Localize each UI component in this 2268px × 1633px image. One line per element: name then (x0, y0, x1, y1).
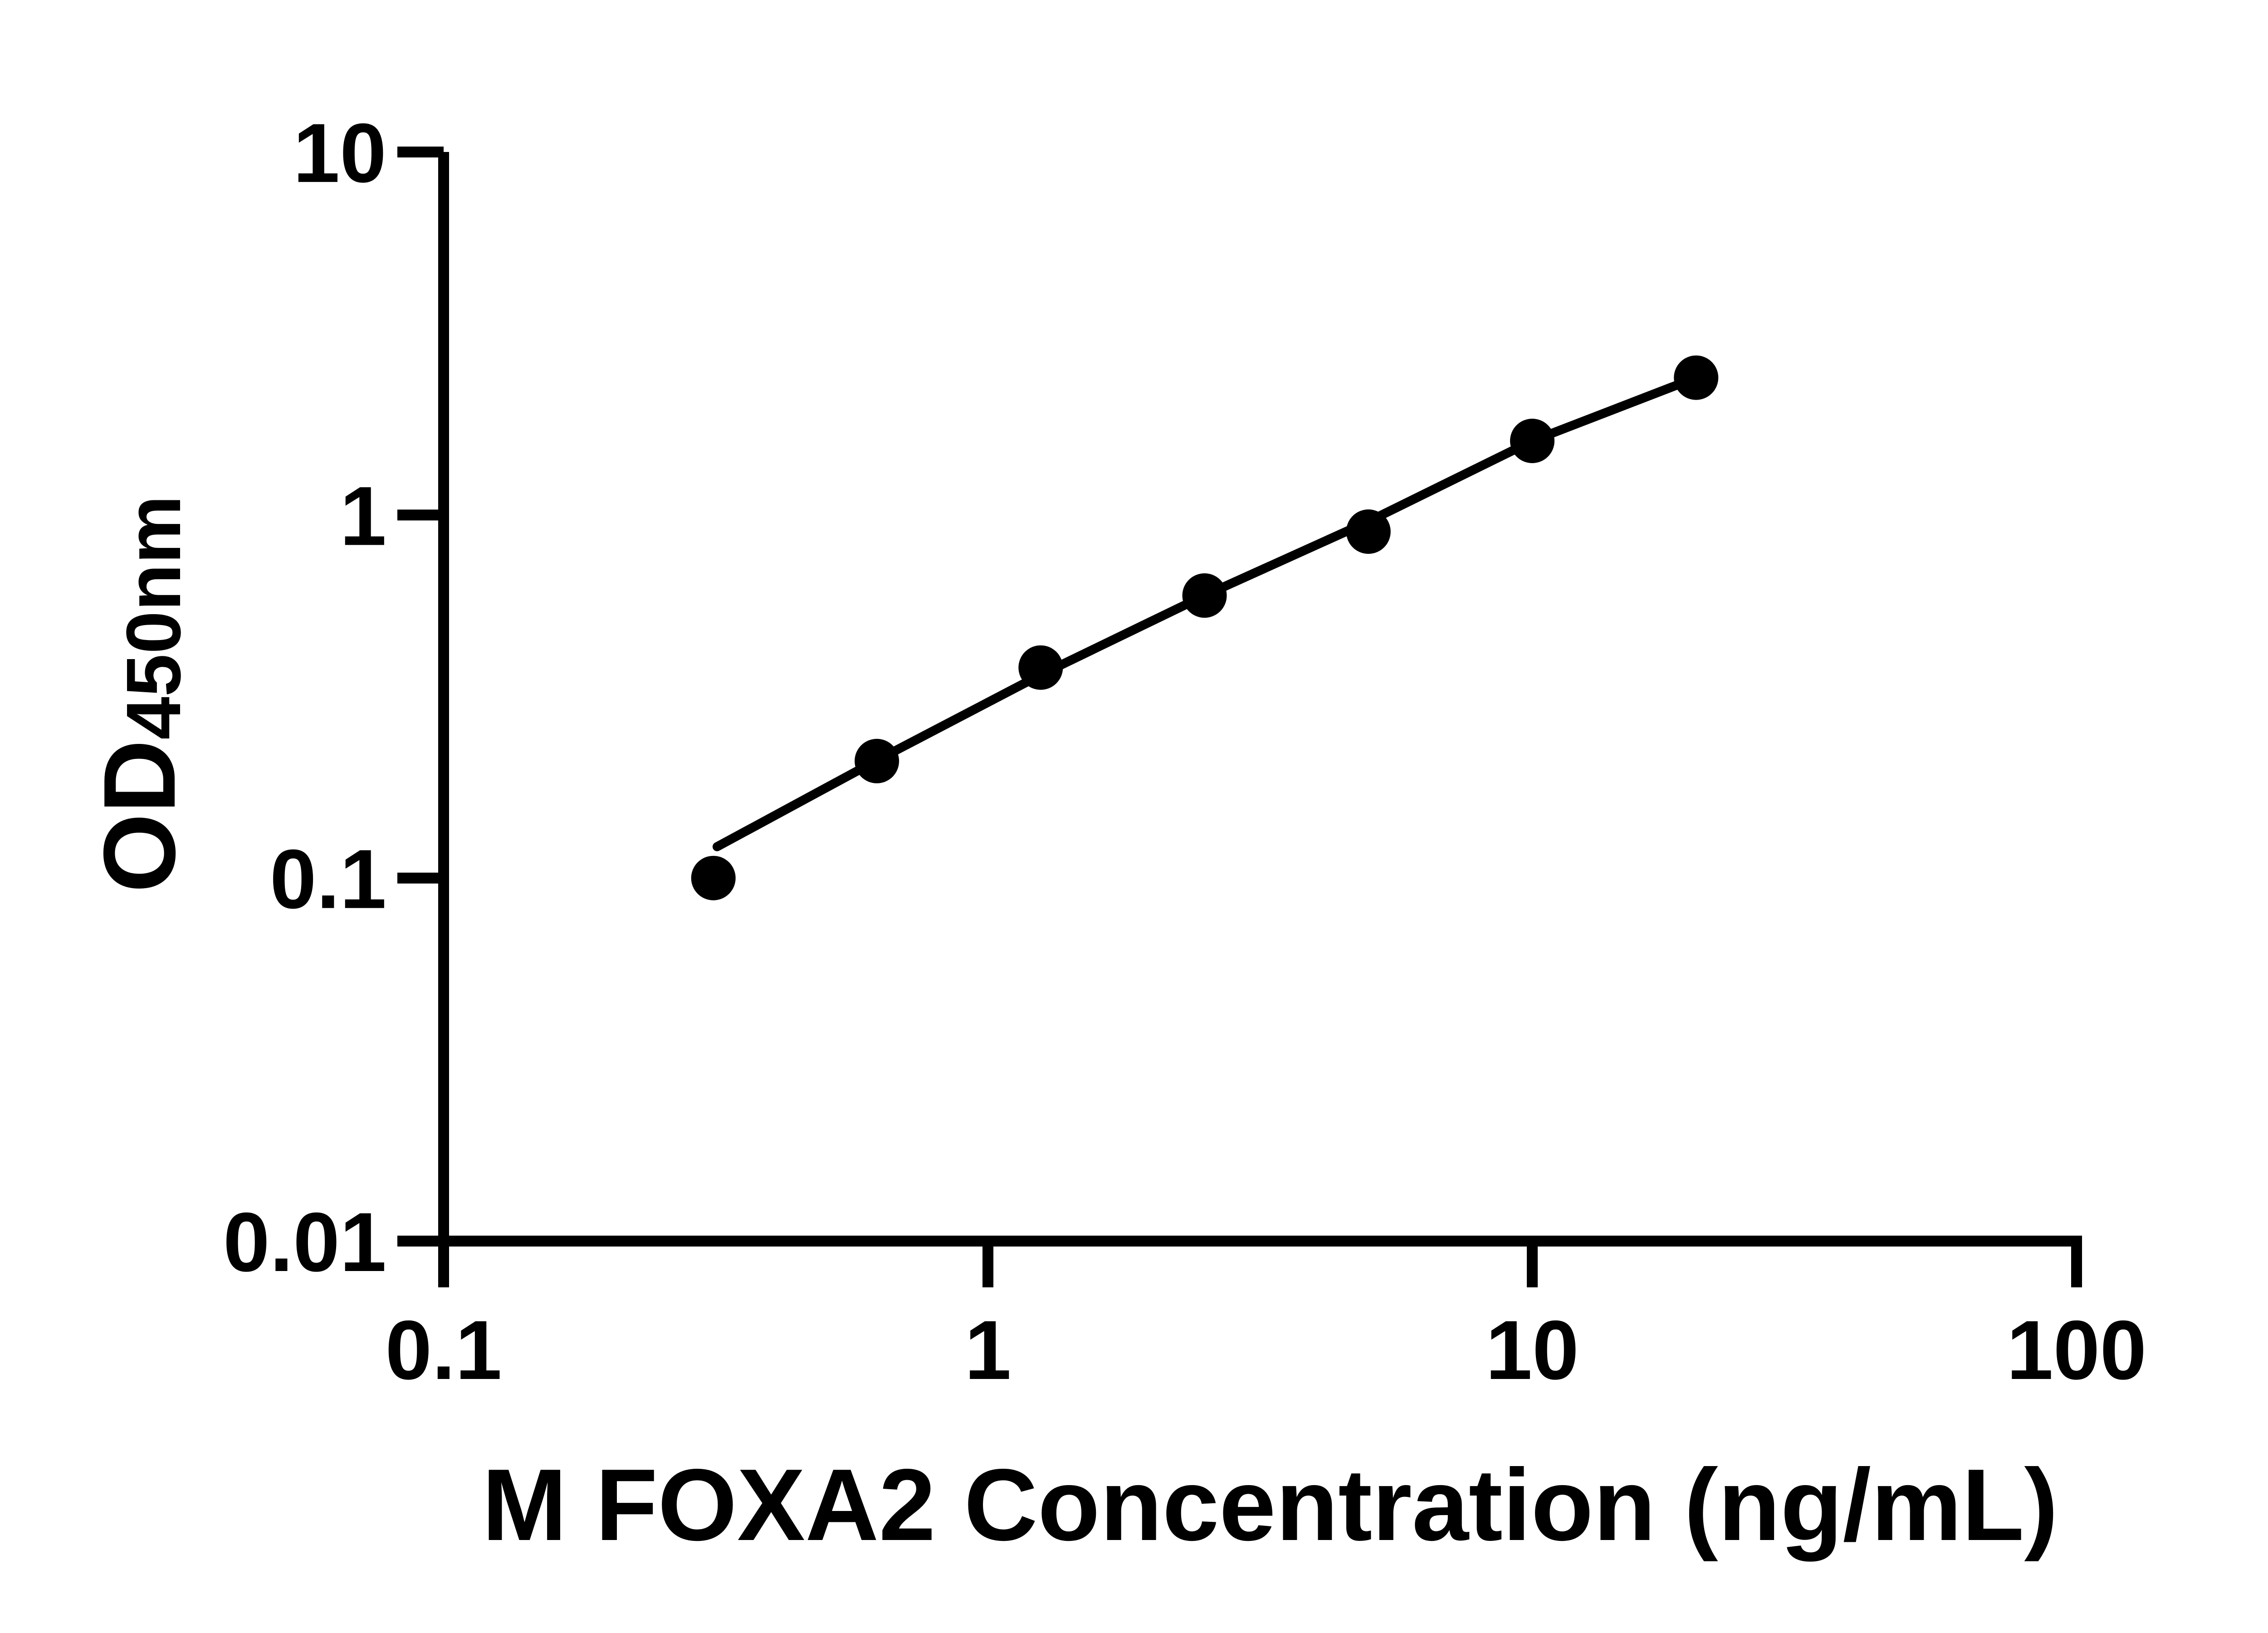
y-axis-tick-labels: 10 1 0.1 0.01 (223, 107, 386, 1289)
data-point (855, 738, 899, 783)
data-point (1346, 509, 1391, 554)
axes-frame (438, 152, 2082, 1247)
x-tick-label: 0.1 (385, 1304, 502, 1397)
x-axis-ticks (438, 1241, 2082, 1287)
x-tick-label: 1 (965, 1304, 1012, 1397)
data-point (1510, 419, 1554, 463)
data-point (691, 856, 736, 900)
x-tick-label: 10 (1486, 1304, 1579, 1397)
data-point (1674, 355, 1719, 400)
y-tick-label: 1 (340, 469, 386, 563)
data-point (1018, 645, 1063, 690)
y-tick-label: 0.1 (270, 833, 386, 926)
y-axis-title-sub: 450nm (111, 495, 197, 740)
data-points (691, 355, 1719, 900)
data-point (1182, 573, 1227, 618)
y-axis-title-main: OD (82, 740, 196, 893)
x-tick-label: 100 (2007, 1304, 2147, 1397)
y-tick-label: 10 (293, 107, 386, 200)
y-axis-title: OD450nm (82, 495, 197, 893)
x-axis-title: M FOXA2 Concentration (ng/mL) (482, 1447, 2058, 1562)
y-axis-ticks (397, 147, 444, 1247)
x-axis-tick-labels: 0.1 1 10 100 (385, 1304, 2146, 1397)
y-tick-label: 0.01 (223, 1196, 386, 1289)
